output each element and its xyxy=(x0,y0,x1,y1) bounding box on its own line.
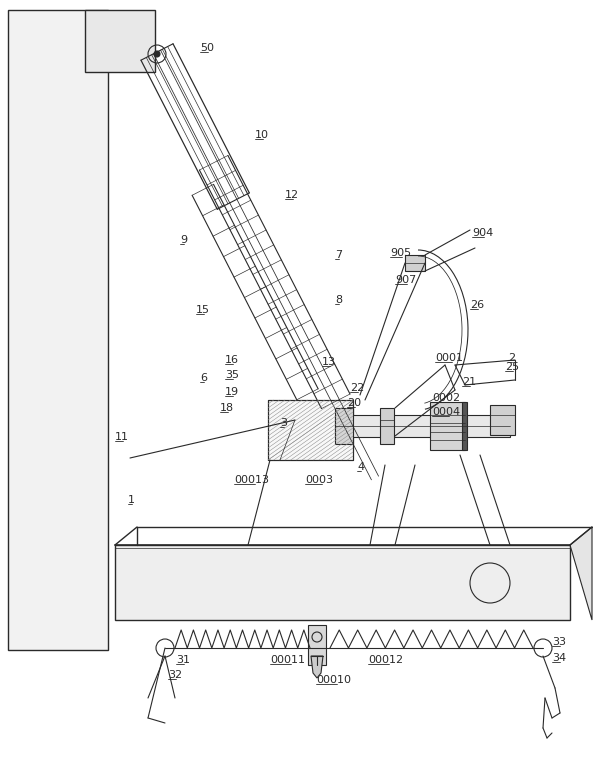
Text: 8: 8 xyxy=(335,295,342,305)
Bar xyxy=(268,400,353,460)
Text: 12: 12 xyxy=(285,190,299,200)
Text: 00010: 00010 xyxy=(316,675,351,685)
Polygon shape xyxy=(570,527,592,620)
Text: 22: 22 xyxy=(350,383,364,393)
Text: 1: 1 xyxy=(128,495,135,505)
Text: 32: 32 xyxy=(168,670,182,680)
Text: 0002: 0002 xyxy=(432,393,460,403)
Bar xyxy=(405,255,425,271)
Text: 34: 34 xyxy=(552,653,566,663)
Text: 10: 10 xyxy=(255,130,269,140)
Text: 6: 6 xyxy=(200,373,207,383)
Text: 0001: 0001 xyxy=(435,353,463,363)
Text: 7: 7 xyxy=(335,250,342,260)
Bar xyxy=(115,545,570,620)
Text: 50: 50 xyxy=(200,43,214,53)
Bar xyxy=(430,402,465,450)
Text: 25: 25 xyxy=(505,362,519,372)
Bar xyxy=(462,402,467,450)
Circle shape xyxy=(154,51,160,57)
Text: 19: 19 xyxy=(225,387,239,397)
Text: 0003: 0003 xyxy=(305,475,333,485)
Text: 33: 33 xyxy=(552,637,566,647)
Text: 904: 904 xyxy=(472,228,493,238)
Text: 11: 11 xyxy=(115,432,129,442)
Text: 18: 18 xyxy=(220,403,234,413)
Text: 3: 3 xyxy=(280,418,287,428)
Text: 9: 9 xyxy=(180,235,187,245)
Text: 00011: 00011 xyxy=(270,655,305,665)
Bar xyxy=(380,408,394,444)
Text: 35: 35 xyxy=(225,370,239,380)
Text: 907: 907 xyxy=(395,275,416,285)
Bar xyxy=(335,415,510,437)
Bar xyxy=(490,405,515,435)
Text: 13: 13 xyxy=(322,357,336,367)
Polygon shape xyxy=(311,656,323,678)
Text: 31: 31 xyxy=(176,655,190,665)
Text: 4: 4 xyxy=(357,462,364,472)
Text: 20: 20 xyxy=(347,398,361,408)
Bar xyxy=(85,10,155,72)
Text: 00013: 00013 xyxy=(234,475,269,485)
Text: 26: 26 xyxy=(470,300,484,310)
Text: 15: 15 xyxy=(196,305,210,315)
Bar xyxy=(335,408,353,444)
Text: 0004: 0004 xyxy=(432,407,460,417)
Bar xyxy=(8,10,108,650)
Text: 905: 905 xyxy=(390,248,411,258)
Text: 2: 2 xyxy=(508,353,515,363)
Text: 00012: 00012 xyxy=(368,655,403,665)
Text: 21: 21 xyxy=(462,377,476,387)
Bar xyxy=(308,625,326,665)
Text: 16: 16 xyxy=(225,355,239,365)
Bar xyxy=(268,400,353,460)
